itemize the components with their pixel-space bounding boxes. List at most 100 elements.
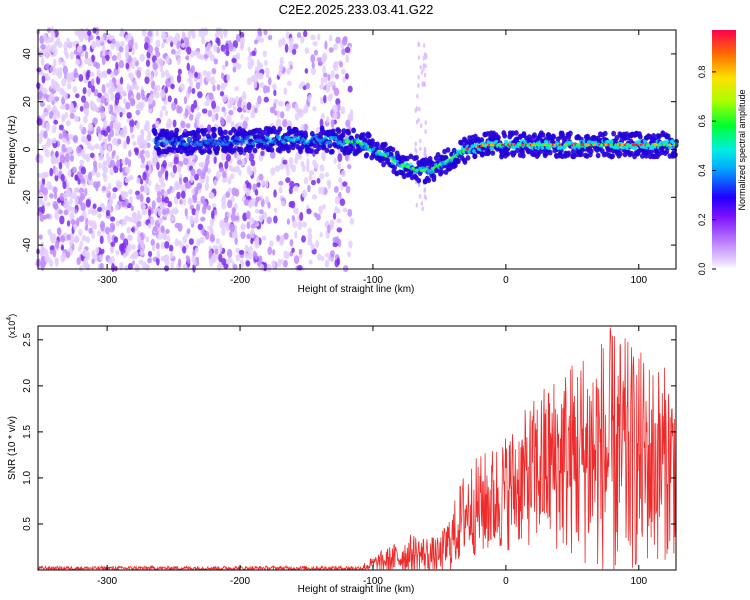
noise-cell (139, 136, 145, 146)
ridge-cell (156, 150, 162, 156)
noise-cell (129, 125, 134, 134)
noise-cell (122, 125, 128, 135)
noise-cell (65, 190, 71, 197)
noise-cell (235, 96, 240, 103)
noise-cell (327, 224, 331, 234)
noise-cell (141, 209, 148, 216)
ridge-cell (218, 129, 224, 135)
noise-cell (110, 241, 116, 247)
noise-cell (91, 258, 95, 265)
noise-cell (321, 155, 326, 162)
noise-cell (71, 166, 77, 174)
noise-cell (180, 190, 186, 199)
noise-cell (115, 61, 119, 70)
noise-cell (269, 150, 276, 159)
ridge-cell (153, 130, 158, 137)
spectrogram-cells (35, 26, 679, 273)
noise-cell (282, 119, 288, 128)
noise-cell (190, 161, 195, 167)
noise-cell (90, 169, 96, 176)
noise-cell (160, 241, 166, 250)
noise-cell (196, 182, 203, 190)
noise-cell (303, 176, 308, 185)
noise-cell (179, 198, 183, 205)
noise-cell (108, 87, 112, 95)
noise-cell (223, 30, 228, 39)
noise-cell (126, 226, 132, 234)
noise-cell (423, 188, 426, 194)
noise-cell (181, 43, 186, 48)
noise-cell (177, 68, 182, 75)
noise-cell (161, 31, 166, 40)
ridge-core-cell (164, 140, 169, 145)
noise-cell (253, 79, 258, 89)
noise-cell (333, 43, 338, 51)
noise-cell (122, 252, 128, 259)
noise-cell (117, 138, 122, 145)
noise-cell (308, 174, 313, 182)
noise-cell (54, 167, 59, 176)
noise-cell (236, 63, 242, 70)
noise-cell (59, 87, 65, 96)
noise-cell (113, 67, 119, 76)
noise-cell (250, 58, 255, 67)
noise-cell (41, 75, 46, 84)
noise-cell (147, 107, 152, 114)
noise-cell (164, 264, 170, 272)
noise-cell (274, 165, 281, 172)
noise-cell (154, 69, 158, 77)
noise-cell (219, 243, 223, 253)
noise-cell (122, 98, 127, 105)
noise-cell (92, 160, 98, 168)
noise-cell (262, 85, 268, 94)
noise-cell (59, 154, 65, 163)
noise-cell (43, 194, 48, 202)
x-tick-label: 100 (630, 275, 647, 286)
noise-cell (142, 171, 147, 181)
noise-cell (424, 129, 427, 134)
noise-cell (126, 83, 130, 93)
noise-cell (228, 40, 232, 48)
noise-cell (337, 208, 341, 214)
noise-cell (278, 100, 284, 107)
noise-cell (81, 235, 87, 242)
noise-cell (294, 230, 298, 239)
ridge-cell (472, 153, 478, 160)
noise-cell (220, 153, 226, 161)
noise-cell (328, 93, 334, 99)
snr-x-label: Height of straight line (km) (298, 584, 415, 595)
noise-cell (317, 33, 321, 41)
noise-cell (300, 81, 306, 87)
noise-cell (271, 260, 276, 267)
noise-cell (46, 201, 51, 207)
noise-cell (185, 181, 192, 190)
noise-cell (207, 50, 213, 58)
noise-cell (267, 246, 273, 256)
ridge-core-cell (197, 142, 203, 147)
noise-cell (114, 123, 121, 133)
noise-cell (324, 40, 328, 50)
colorbar-gradient (712, 30, 736, 269)
noise-cell (103, 173, 108, 183)
noise-cell (117, 181, 123, 188)
noise-cell (111, 262, 115, 273)
noise-cell (254, 252, 258, 261)
noise-cell (118, 85, 124, 91)
noise-cell (232, 232, 238, 239)
noise-cell (105, 82, 111, 88)
noise-cell (36, 117, 43, 126)
noise-cell (345, 185, 351, 194)
ridge-core-cell (243, 138, 249, 143)
noise-cell (300, 123, 305, 131)
noise-cell (288, 186, 293, 195)
noise-cell (273, 102, 277, 109)
noise-cell (202, 70, 208, 76)
noise-cell (328, 255, 335, 262)
noise-cell (150, 238, 156, 247)
noise-cell (278, 63, 284, 72)
noise-cell (147, 250, 153, 257)
noise-cell (322, 203, 326, 210)
ridge-cell (595, 152, 601, 159)
ridge-cell (195, 127, 201, 134)
noise-cell (184, 37, 189, 46)
